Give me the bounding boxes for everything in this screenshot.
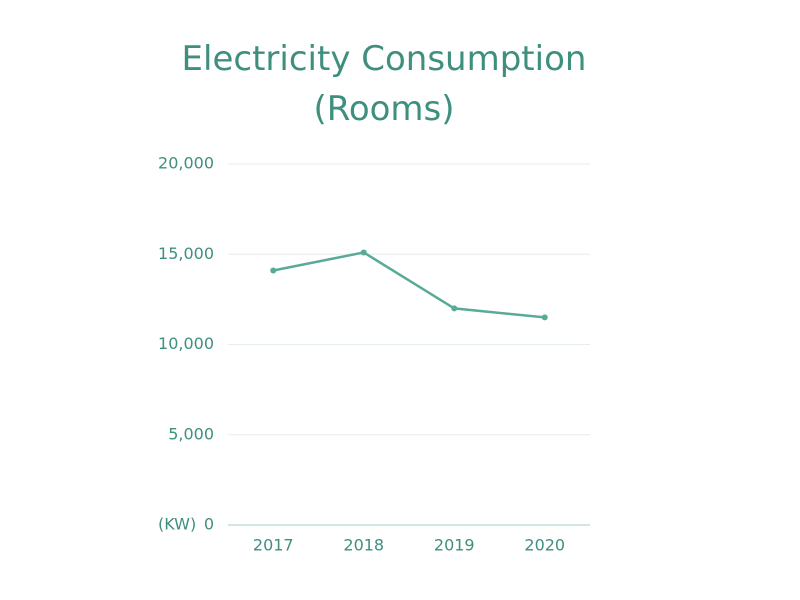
point [451, 305, 458, 312]
y-tick-label: 5,000 [168, 424, 214, 443]
y-tick-label: 10,000 [158, 334, 214, 353]
x-tick-label: 2017 [253, 536, 294, 555]
y-tick-label: 15,000 [158, 244, 214, 263]
y-axis-label: (KW) [158, 515, 196, 534]
y-tick-label: 20,000 [158, 154, 214, 173]
chart-title: Electricity Consumption (Rooms) [181, 39, 587, 129]
x-tick-label: 2020 [524, 536, 565, 555]
line [273, 251, 545, 319]
x-tick-label: 2019 [434, 536, 475, 555]
x-tick-label: 2018 [343, 536, 384, 555]
point [541, 314, 548, 321]
y-tick-label: 0 [204, 515, 214, 534]
point [360, 249, 367, 256]
point [270, 267, 277, 274]
